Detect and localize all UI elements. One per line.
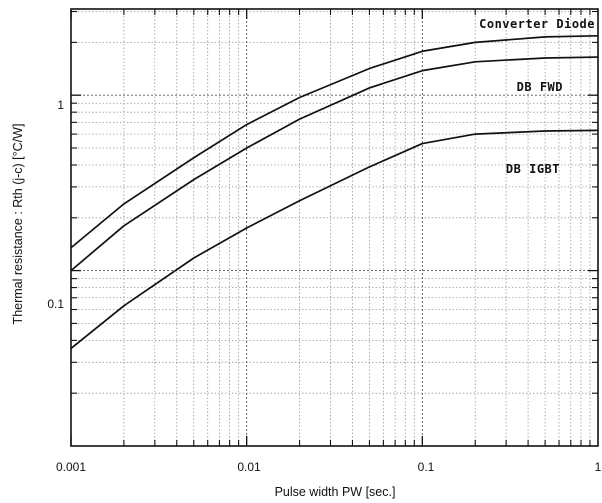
y-axis-title: Thermal resistance : Rth (j-c) [°C/W] xyxy=(11,124,25,325)
series-lines xyxy=(70,34,599,350)
minor-grid xyxy=(71,9,598,446)
plot-frame xyxy=(70,8,599,447)
series-line-converter-diode xyxy=(70,34,599,249)
series-label-db-fwd: DB FWD xyxy=(517,80,563,94)
y-tick-label-0: 0.1 xyxy=(47,297,64,311)
x-tick-label-1: 0.01 xyxy=(237,460,261,474)
series-line-db-fwd xyxy=(70,56,599,272)
x-tick-label-0: 0.001 xyxy=(56,460,86,474)
x-tick-label-3: 1 xyxy=(595,460,602,474)
series-label-converter-diode: Converter Diode xyxy=(479,17,595,31)
axis-ticks xyxy=(70,9,598,446)
y-tick-label-1: 1 xyxy=(57,98,64,112)
series-line-db-igbt xyxy=(70,129,599,350)
x-axis-title: Pulse width PW [sec.] xyxy=(275,485,396,499)
series-label-db-igbt: DB IGBT xyxy=(506,162,560,176)
x-tick-label-2: 0.1 xyxy=(418,460,435,474)
major-grid xyxy=(71,9,598,446)
